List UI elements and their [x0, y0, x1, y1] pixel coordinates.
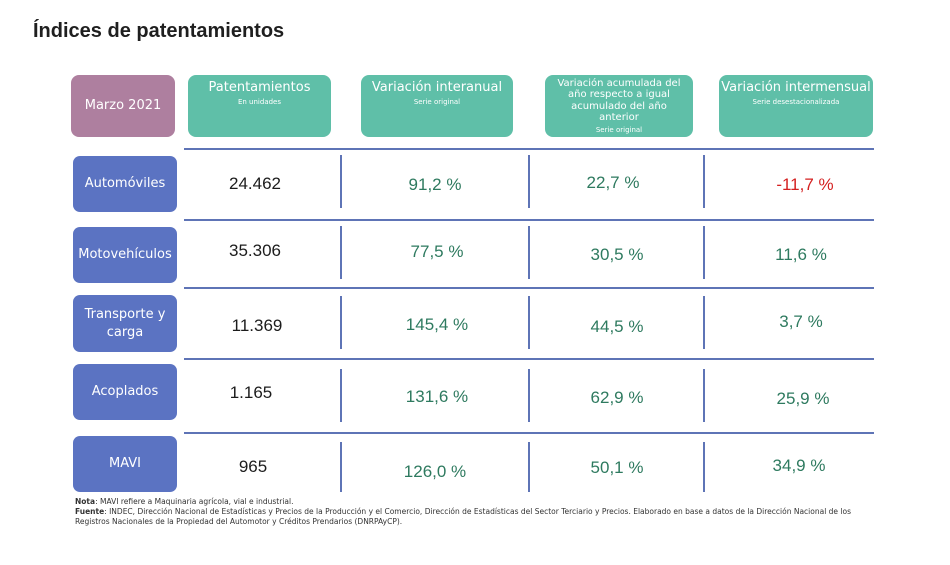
column-title: Variación acumulada del año respecto a i…	[557, 77, 681, 124]
row-divider	[184, 219, 874, 221]
note-line: Nota: MAVI refiere a Maquinaria agrícola…	[75, 497, 875, 507]
row-label-automoviles: Automóviles	[73, 156, 177, 212]
column-header-intermensual: Variación intermensual Serie desestacion…	[719, 75, 873, 137]
acumulada-value: 30,5 %	[590, 245, 644, 264]
acumulada-value: 22,7 %	[586, 173, 640, 192]
row-divider	[184, 432, 874, 434]
period-header: Marzo 2021	[71, 75, 175, 137]
interanual-value: 145,4 %	[405, 315, 469, 334]
interanual-value: 126,0 %	[403, 462, 467, 481]
units-value: 11.369	[231, 316, 283, 335]
column-divider	[340, 226, 342, 279]
column-divider	[340, 296, 342, 349]
acumulada-value: 50,1 %	[590, 458, 644, 477]
units-value: 1.165	[229, 383, 273, 402]
column-divider	[528, 155, 530, 208]
acumulada-value: 44,5 %	[590, 317, 644, 336]
intermensual-value: 11,6 %	[775, 245, 827, 264]
column-subtitle: En unidades	[237, 97, 282, 106]
column-divider	[340, 369, 342, 422]
column-divider	[703, 226, 705, 279]
column-header-interanual: Variación interanual Serie original	[361, 75, 513, 137]
column-header-patentamientos: Patentamientos En unidades	[188, 75, 331, 137]
acumulada-value: 62,9 %	[590, 388, 644, 407]
column-divider	[703, 369, 705, 422]
intermensual-value: 34,9 %	[772, 456, 826, 475]
footnotes: Nota: MAVI refiere a Maquinaria agrícola…	[75, 497, 875, 527]
intermensual-value: 25,9 %	[776, 389, 830, 408]
column-header-acumulada: Variación acumulada del año respecto a i…	[545, 75, 693, 137]
column-divider	[528, 442, 530, 492]
intermensual-value: 3,7 %	[779, 312, 823, 331]
column-divider	[528, 369, 530, 422]
units-value: 35.306	[229, 241, 281, 260]
period-label: Marzo 2021	[84, 97, 162, 113]
row-label-acoplados: Acoplados	[73, 364, 177, 420]
source-label: Fuente	[75, 507, 105, 517]
interanual-value: 131,6 %	[405, 387, 469, 406]
note-label: Nota	[75, 497, 96, 506]
row-divider	[184, 148, 874, 150]
units-value: 24.462	[229, 174, 281, 193]
page-title: Índices de patentamientos	[33, 20, 285, 42]
column-divider	[340, 155, 342, 208]
intermensual-value: -11,7 %	[776, 175, 834, 194]
column-subtitle: Serie original	[413, 97, 461, 106]
column-title: Variación interanual	[371, 80, 503, 95]
column-title: Patentamientos	[208, 80, 311, 95]
source-text: : INDEC, Dirección Nacional de Estadísti…	[75, 507, 851, 527]
row-label-mavi: MAVI	[73, 436, 177, 492]
row-label-transporte-y-carga: Transporte y carga	[73, 295, 177, 352]
note-text: : MAVI refiere a Maquinaria agrícola, vi…	[95, 497, 294, 506]
interanual-value: 91,2 %	[408, 175, 462, 194]
column-divider	[528, 226, 530, 279]
units-value: 965	[238, 457, 268, 476]
source-line: Fuente: INDEC, Dirección Nacional de Est…	[75, 507, 875, 527]
column-divider	[340, 442, 342, 492]
interanual-value: 77,5 %	[410, 242, 464, 261]
row-label-motovehiculos: Motovehículos	[73, 227, 177, 283]
column-divider	[528, 296, 530, 349]
column-divider	[703, 155, 705, 208]
column-divider	[703, 442, 705, 492]
row-divider	[184, 358, 874, 360]
column-subtitle: Serie original	[595, 125, 643, 134]
column-title: Variación intermensual	[721, 80, 871, 95]
row-divider	[184, 287, 874, 289]
column-divider	[703, 296, 705, 349]
column-subtitle: Serie desestacionalizada	[752, 97, 840, 106]
